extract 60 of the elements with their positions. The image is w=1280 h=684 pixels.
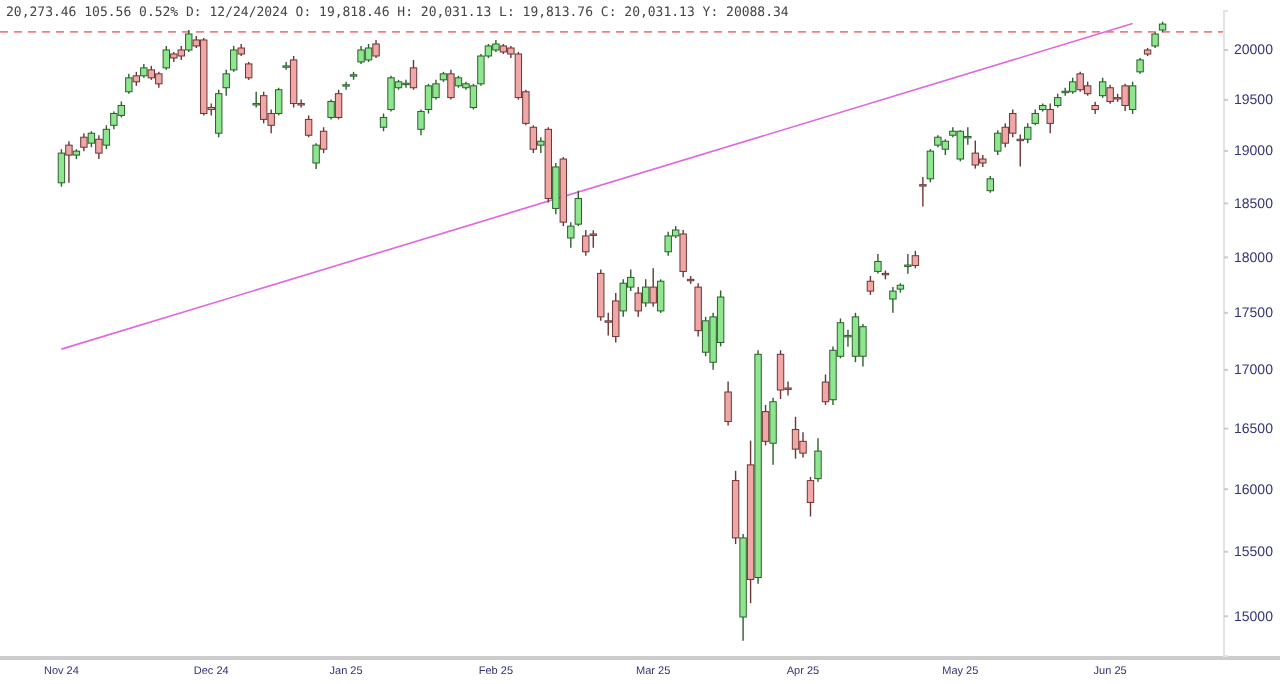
candlestick (956, 129, 965, 163)
candlestick (259, 91, 268, 125)
candlestick (552, 162, 560, 216)
candlestick (701, 316, 710, 357)
candlestick (252, 91, 260, 109)
candlestick (409, 59, 418, 91)
candlestick (342, 81, 350, 91)
candlestick (282, 61, 290, 71)
candlestick (889, 286, 897, 314)
candlestick (162, 45, 170, 71)
candlestick (582, 229, 590, 257)
candlestick (537, 136, 545, 154)
candlestick (125, 73, 133, 95)
candlestick (334, 89, 343, 121)
candlestick (971, 139, 979, 170)
candlestick (612, 292, 620, 344)
candlestick (769, 397, 777, 466)
candlestick (994, 129, 1002, 156)
candlestick (814, 437, 822, 483)
candlestick (447, 69, 455, 101)
candlestick (372, 39, 380, 59)
candlestick (402, 79, 410, 89)
candlestick (1121, 83, 1129, 112)
candlestick (874, 253, 882, 275)
candlestick (57, 148, 66, 188)
candlestick (304, 114, 313, 138)
candlestick (642, 278, 650, 308)
candlestick (776, 349, 785, 400)
candlestick (185, 29, 193, 53)
candlestick (851, 312, 860, 363)
candlestick (274, 87, 283, 117)
candlestick (1076, 71, 1084, 93)
candlestick (65, 140, 73, 184)
candlestick (312, 142, 320, 170)
candlestick (1098, 77, 1107, 99)
candlestick (694, 282, 702, 338)
candlestick (866, 275, 875, 296)
candlestick (1046, 102, 1054, 134)
candlestick (806, 476, 815, 518)
candlestick (319, 126, 328, 154)
candlestick (791, 416, 800, 460)
candlestick (761, 404, 770, 447)
candlestick (95, 134, 103, 160)
candlestick (919, 176, 927, 208)
candlestick (649, 267, 657, 308)
candlestick (821, 373, 830, 406)
candlestick (904, 253, 912, 275)
candlestick (327, 98, 335, 121)
candlestick (1016, 133, 1024, 168)
candlestick (664, 231, 672, 257)
candlestick (926, 148, 935, 183)
candlestick (724, 380, 732, 427)
candlestick (387, 75, 395, 113)
candlestick (634, 286, 642, 318)
candlestick (289, 55, 298, 109)
candlestick (656, 278, 665, 314)
candlestick (679, 229, 687, 279)
candlestick (1128, 81, 1137, 115)
candlestick (1106, 84, 1114, 105)
candlestick (859, 323, 867, 368)
